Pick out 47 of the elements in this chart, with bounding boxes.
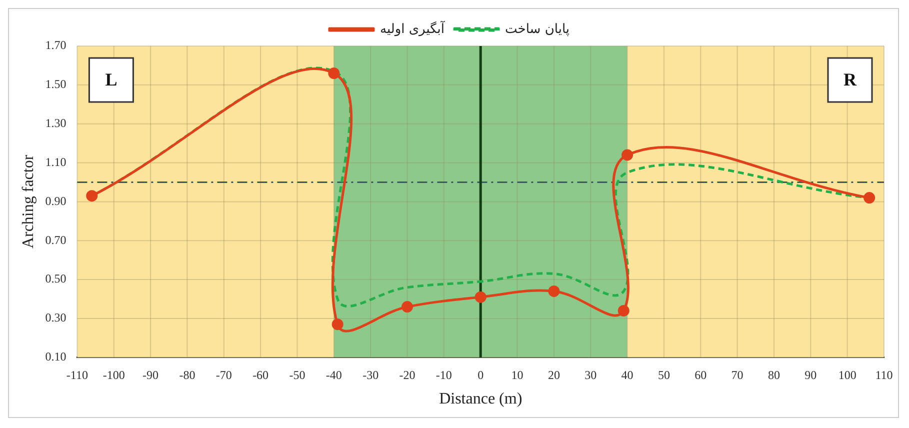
y-tick-label: 1.50: [45, 77, 66, 92]
x-tick-label: -90: [142, 368, 159, 382]
y-tick-label: 0.50: [45, 272, 66, 286]
x-tick-label: -30: [362, 368, 379, 382]
x-tick-label: 30: [584, 368, 597, 382]
y-axis-title: Arching factor: [20, 154, 37, 249]
x-axis-title: Distance (m): [439, 390, 522, 408]
point: [332, 318, 344, 330]
point: [328, 68, 340, 79]
x-tick-label: -10: [436, 368, 452, 382]
x-tick-label: 100: [838, 368, 856, 382]
annotation: R: [844, 70, 858, 90]
point: [402, 301, 414, 313]
y-tick-label: 1.10: [45, 154, 66, 169]
y-tick-label: 0.90: [45, 194, 66, 208]
y-tick-label: 1.30: [45, 116, 66, 130]
y-tick-label: 1.70: [45, 38, 66, 52]
x-tick-label: 60: [694, 368, 707, 382]
x-tick-label: 20: [548, 368, 560, 382]
x-tick-label: -50: [289, 368, 306, 382]
x-tick-label: -100: [102, 368, 125, 382]
point: [622, 149, 634, 161]
x-tick-label: 90: [804, 368, 817, 382]
x-tick-label: -110: [66, 368, 88, 382]
point: [864, 192, 876, 204]
x-tick-label: 10: [511, 368, 524, 382]
point: [86, 190, 98, 202]
x-tick-label: 50: [658, 368, 670, 382]
y-tick-label: 0.10: [45, 350, 66, 364]
legend-label: پایان ساخت: [505, 22, 570, 37]
x-tick-label: 80: [768, 368, 780, 382]
x-tick-label: 70: [731, 368, 744, 382]
x-tick-label: 0: [478, 368, 484, 382]
y-tick-label: 0.30: [45, 310, 66, 325]
legend-label: آبگیری اولیه: [380, 20, 446, 37]
x-tick-label: -80: [179, 368, 196, 382]
x-tick-label: -70: [216, 368, 232, 382]
x-tick-label: -20: [399, 368, 416, 382]
y-tick-label: 0.70: [45, 232, 66, 247]
point: [474, 291, 486, 303]
point: [548, 285, 560, 297]
x-tick-label: -60: [252, 368, 269, 382]
x-tick-label: -40: [326, 368, 342, 382]
x-tick-label: 40: [621, 368, 634, 382]
point: [618, 304, 630, 316]
x-tick-label: 110: [875, 368, 893, 382]
annotation: L: [105, 70, 118, 90]
